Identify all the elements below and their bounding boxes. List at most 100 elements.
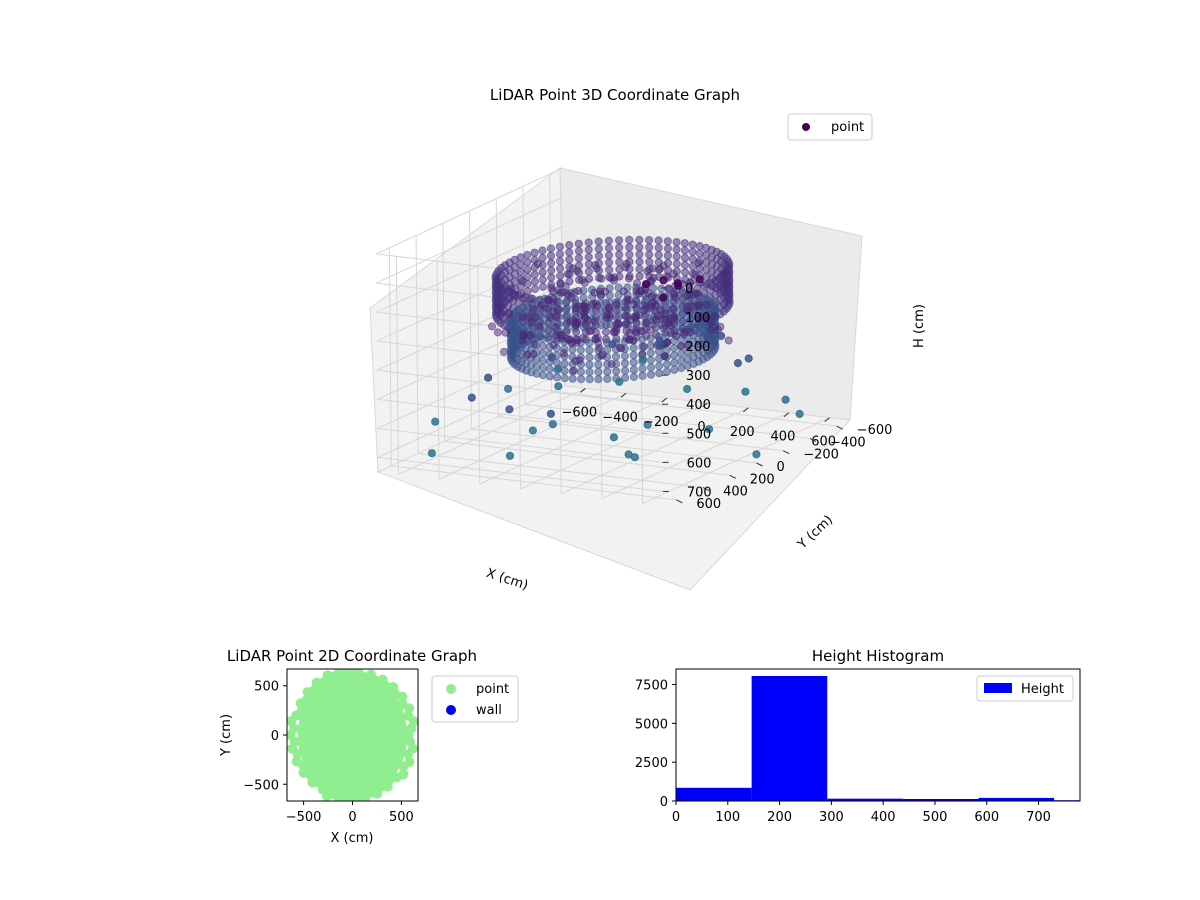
point-3d [655,369,664,378]
point-3d [577,375,586,384]
point-3d [619,287,628,296]
x-tick-label: 500 [923,810,948,825]
point-3d [547,266,556,275]
z-tick-label: 400 [686,398,711,413]
chart-3d-legend: point [787,113,873,141]
point-3d [584,267,594,276]
point-3d [594,360,603,369]
point-3d [585,360,594,369]
point-3d [484,373,493,382]
point-3d [568,315,577,325]
x-tick-mark [824,417,830,422]
legend-marker-wall [446,705,456,715]
point-3d [556,271,565,280]
point-3d [646,356,656,365]
histogram-ticks: 0 100 200 300 400 500 600 700 0 2500 5000 7500 [635,679,1051,825]
point-3d [505,405,514,414]
point-3d [565,248,574,257]
grid-side-y [415,235,419,454]
point-3d [646,303,655,312]
point-3d [574,302,583,311]
x-tick-label: −200 [643,415,679,430]
point-3d [638,355,648,364]
chart-3d-ylabel: Y (cm) [794,513,836,553]
point-3d [611,352,621,361]
point-3d [666,321,675,331]
x-tick-label: 400 [871,810,896,825]
y-tick-mark [676,499,683,504]
y-tick-label: 5000 [635,717,668,732]
point-3d [629,351,638,360]
point-3d [645,257,654,266]
point-3d [604,304,613,313]
point-3d [646,334,655,343]
point-3d [670,351,679,360]
point-3d [703,335,712,344]
grid-back-x [477,266,481,485]
point-3d [605,265,614,274]
y-tick-mark [756,462,763,467]
point-3d [504,384,513,393]
point-3d [666,329,676,338]
y-tick-label: 600 [696,497,721,512]
point-3d [574,246,584,256]
grid-side-z [377,371,566,458]
point-3d [546,313,555,322]
point-3d [695,275,704,284]
point-3d [638,335,647,344]
legend-marker-point [446,684,456,694]
point-2d [302,687,313,698]
legend-marker-height [984,683,1012,693]
grid-floor-y [391,465,677,501]
point-3d [648,316,657,325]
point-3d [431,417,440,426]
point-3d [672,245,681,254]
legend-box [787,113,873,141]
point-3d [604,251,614,260]
point-3d [507,284,516,293]
x-tick-label: 200 [730,425,755,440]
point-3d [571,356,580,366]
point-2d [404,756,415,767]
histogram-bar [978,797,1055,801]
point-3d [578,275,587,284]
grid-back-z [377,456,663,492]
point-3d [646,370,656,379]
point-3d [683,306,692,315]
point-3d [644,288,653,298]
x-tick-label: 300 [819,810,844,825]
point-3d [604,236,614,245]
point-3d [638,364,647,373]
point-3d [636,286,645,295]
grid-floor-y [524,403,811,439]
x-tick-label: 600 [811,435,836,450]
y-tick-label: 2500 [635,756,668,771]
point-3d [677,341,686,351]
point-3d [670,344,679,353]
point-3d [635,250,644,259]
point-3d [585,346,594,355]
point-3d [537,301,546,310]
point-3d [584,245,593,254]
point-3d [523,258,532,267]
point-3d [584,238,593,247]
point-3d [669,313,679,322]
point-3d [645,236,654,245]
point-3d [615,250,624,259]
point-3d [693,289,702,298]
point-3d [657,284,666,293]
point-3d [538,268,547,277]
point-3d [530,270,539,279]
point-3d [531,313,540,322]
point-3d [594,244,603,253]
point-3d [624,274,634,283]
histogram-bar [902,798,979,801]
point-2d [298,760,309,771]
point-3d [565,241,574,250]
point-3d [663,338,672,347]
point-3d [576,367,586,376]
point-3d [654,236,663,245]
point-3d [654,251,663,260]
point-3d [638,301,648,310]
point-3d [546,251,556,260]
